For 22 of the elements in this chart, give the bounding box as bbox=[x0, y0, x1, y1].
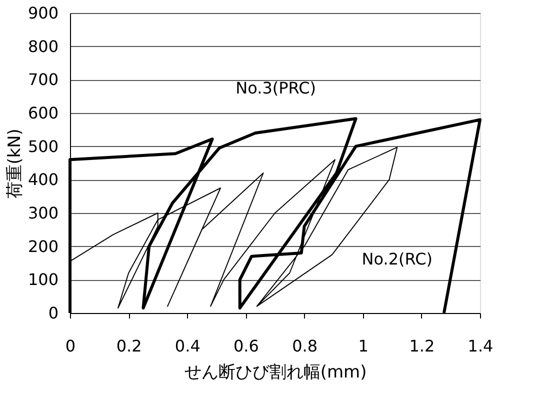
x-tick-label: 0.6 bbox=[233, 336, 259, 356]
x-tick-label: 0.4 bbox=[174, 336, 200, 356]
y-tick-label: 900 bbox=[28, 4, 58, 22]
x-tick-label: 1.2 bbox=[409, 336, 435, 356]
x-axis-title: せん断ひび割れ幅(mm) bbox=[184, 362, 367, 382]
series-label: No.2(RC) bbox=[362, 249, 432, 268]
y-tick-label: 600 bbox=[28, 104, 58, 122]
y-tick-label: 300 bbox=[28, 204, 58, 222]
y-tick-label: 100 bbox=[28, 270, 58, 290]
y-tick-label: 200 bbox=[28, 236, 58, 256]
y-tick-label: 700 bbox=[28, 70, 58, 90]
y-tick-label: 0 bbox=[48, 304, 58, 322]
x-tick-label: 1.4 bbox=[468, 336, 494, 356]
x-tick-label: 1 bbox=[358, 336, 368, 356]
x-tick-label: 0.2 bbox=[116, 336, 142, 356]
y-tick-label: 800 bbox=[28, 36, 58, 56]
y-tick-label: 500 bbox=[28, 136, 58, 156]
series-label: No.3(PRC) bbox=[236, 78, 316, 98]
y-axis-title: 荷重(kN) bbox=[4, 128, 25, 198]
x-tick-label: 0 bbox=[65, 336, 76, 356]
y-tick-label: 400 bbox=[28, 170, 58, 190]
x-tick-label: 0.8 bbox=[292, 336, 318, 356]
